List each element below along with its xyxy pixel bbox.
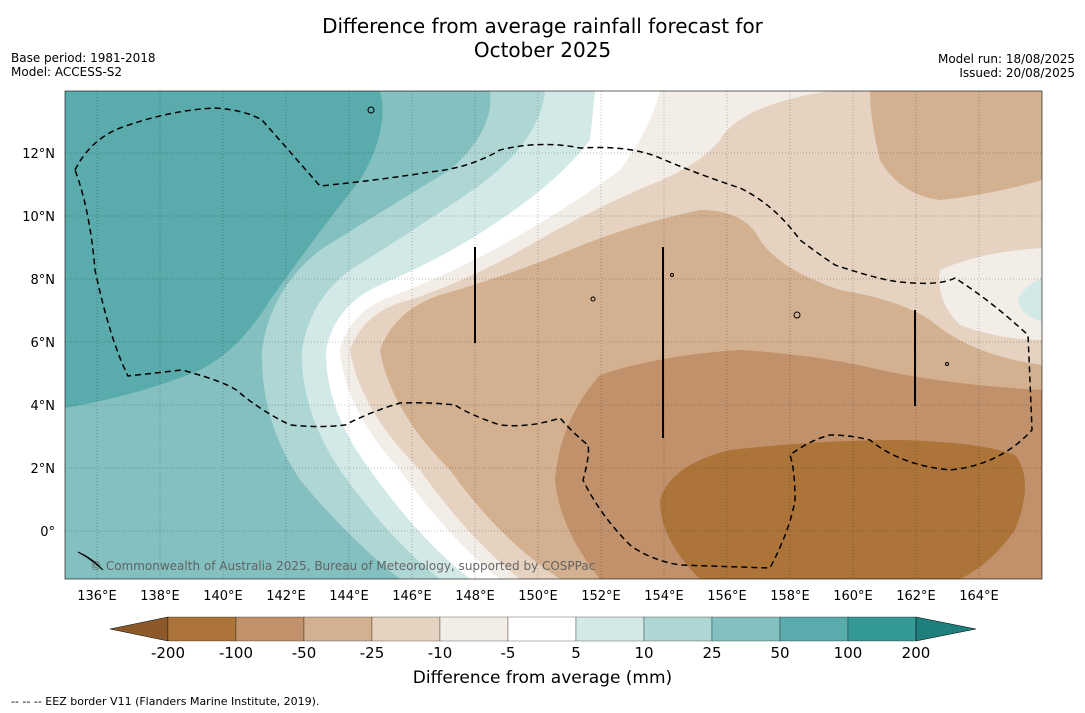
colorbar: -200 -100 -50 -25 -10 -5 5 10 25 50 100 200 [109,616,977,662]
lat-label: 0° [40,525,55,540]
model-run: Model run: 18/08/2025 [937,52,1075,66]
map-title: Difference from average rainfall forecas… [0,14,1085,62]
colorbar-tick: 5 [571,644,581,662]
colorbar-tick: -10 [428,644,453,662]
colorbar-tick: 200 [902,644,931,662]
colorbar-segment [711,616,781,642]
meta-right: Model run: 18/08/2025 Issued: 20/08/2025 [938,52,1075,80]
colorbar-segment [303,616,373,642]
colorbar-tick: 100 [834,644,863,662]
colorbar-tick: -5 [501,644,516,662]
colorbar-tick: 50 [770,644,789,662]
colorbar-tick: 25 [702,644,721,662]
colorbar-segment [439,616,509,642]
lon-label: 138°E [140,589,180,604]
lon-label: 142°E [266,589,306,604]
eez-borders [74,107,1033,569]
lon-label: 160°E [833,589,873,604]
title-line-1: Difference from average rainfall forecas… [322,14,763,38]
band-patch-east [1018,278,1042,322]
band-minus-25-50-north [870,91,1042,200]
lon-labels: 136°E 138°E 140°E 142°E 144°E 146°E 148°E 150°E… [77,589,999,604]
colorbar-segment [167,616,237,642]
lon-label: 156°E [707,589,747,604]
colorbar-tick: -100 [219,644,253,662]
meta-left: Base period: 1981-2018 Model: ACCESS-S2 [11,51,156,79]
colorbar-tick: -200 [151,644,185,662]
islands [77,106,949,571]
band-minus-100-200 [660,440,1025,579]
colorbar-tick: -25 [360,644,385,662]
colorbar-segment [235,616,305,642]
lon-label: 136°E [77,589,117,604]
lat-label: 8°N [31,273,56,288]
contour-fill [65,91,1042,579]
colorbar-tick: 10 [634,644,653,662]
lon-label: 148°E [455,589,495,604]
issued-date: Issued: 20/08/2025 [959,66,1075,80]
lon-label: 140°E [203,589,243,604]
colorbar-segment [575,616,645,642]
lon-label: 146°E [392,589,432,604]
lon-label: 152°E [581,589,621,604]
map-frame [64,90,1043,580]
colorbar-segment [847,616,917,642]
lon-label: 162°E [896,589,936,604]
colorbar-segment [371,616,441,642]
lat-label: 10°N [22,210,55,225]
band-50-100 [65,91,383,408]
lat-label: 4°N [31,399,56,414]
lon-label: 158°E [770,589,810,604]
colorbar-extend-low [109,616,169,642]
title-line-2: October 2025 [473,38,612,62]
model-name: Model: ACCESS-S2 [11,65,123,79]
lon-label: 144°E [329,589,369,604]
lat-label: 12°N [22,147,55,162]
lon-label: 154°E [644,589,684,604]
legend-title: Difference from average (mm) [412,668,673,688]
lat-labels: 12°N 10°N 8°N 6°N 4°N 2°N 0° [22,147,55,540]
colorbar-tick: -50 [292,644,317,662]
eez-footnote: -- -- -- EEZ border V11 (Flanders Marine… [11,695,320,708]
lat-label: 6°N [31,336,56,351]
colorbar-extend-high [915,616,977,642]
lon-label: 150°E [518,589,558,604]
colorbar-segment [643,616,713,642]
colorbar-segment [507,616,577,642]
colorbar-segment [779,616,849,642]
lon-label: 164°E [959,589,999,604]
base-period: Base period: 1981-2018 [11,51,156,65]
boundary-lines [474,247,916,438]
lat-label: 2°N [31,462,56,477]
copyright-text: © Commonwealth of Australia 2025, Bureau… [90,559,595,573]
